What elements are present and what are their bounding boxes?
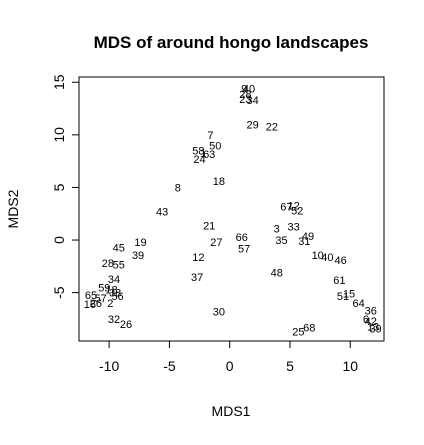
y-tick-label: 10 <box>51 127 67 143</box>
y-tick-label: -5 <box>51 286 67 299</box>
point-label: 26 <box>120 319 132 331</box>
x-axis-label: MDS1 <box>212 403 251 419</box>
point-label: 65 <box>85 290 97 302</box>
point-label: 13 <box>367 321 379 333</box>
x-tick-label: 0 <box>226 358 234 374</box>
point-label: 63 <box>203 149 215 161</box>
point-label: 34 <box>108 274 120 286</box>
point-label: 6 <box>363 314 369 326</box>
point-label: 39 <box>369 323 381 335</box>
point-label: 45 <box>113 242 125 254</box>
point-label: 34 <box>246 95 258 107</box>
point-label: 46 <box>334 255 346 267</box>
point-label: 61 <box>333 275 345 287</box>
point-label: 39 <box>132 250 144 262</box>
point-label: 18 <box>213 176 225 188</box>
point-label: 67 <box>280 201 292 213</box>
y-tick-label: 15 <box>51 74 67 90</box>
y-tick-label: 5 <box>51 183 67 191</box>
point-label: 27 <box>210 237 222 249</box>
point-label: 18 <box>105 285 117 297</box>
point-label: 12 <box>287 200 299 212</box>
point-label: 37 <box>191 272 203 284</box>
x-axis: -10 -5 0 5 10 <box>99 340 358 374</box>
x-tick-label: 10 <box>342 358 358 374</box>
point-label: 42 <box>365 316 377 328</box>
point-label: 22 <box>266 121 278 133</box>
point-label: 8 <box>175 182 181 194</box>
point-label: 48 <box>271 268 283 280</box>
point-label: 9 <box>241 84 247 96</box>
point-label: 55 <box>113 259 125 271</box>
y-tick-label: 0 <box>51 236 67 244</box>
point-label: 23 <box>239 94 251 106</box>
point-label: 10 <box>312 250 324 262</box>
point-label: 50 <box>209 140 221 152</box>
point-label: 56 <box>111 291 123 303</box>
y-axis: -5 0 5 10 15 <box>51 74 80 299</box>
point-label: 31 <box>298 236 310 248</box>
point-label: 57 <box>95 293 107 305</box>
point-label: 24 <box>193 154 205 166</box>
point-label: 66 <box>236 232 248 244</box>
point-label: 1 <box>200 148 206 160</box>
point-label: 49 <box>302 231 314 243</box>
point-label: 3 <box>274 224 280 236</box>
point-label: 38 <box>109 288 121 300</box>
point-label: 35 <box>275 235 287 247</box>
x-tick-label: -5 <box>163 358 176 374</box>
point-label: 43 <box>156 207 168 219</box>
point-label: 21 <box>203 220 215 232</box>
y-axis-label: MDS2 <box>5 189 21 228</box>
point-label: 40 <box>243 84 255 96</box>
point-label: 15 <box>343 289 355 301</box>
point-label: 26 <box>90 298 102 310</box>
point-label: 57 <box>238 243 250 255</box>
point-label: 64 <box>353 298 365 310</box>
point-label: 16 <box>84 299 96 311</box>
chart-title: MDS of around hongo landscapes <box>94 33 369 52</box>
x-tick-label: 5 <box>286 358 294 374</box>
point-label: 58 <box>192 146 204 158</box>
point-label: 25 <box>292 327 304 339</box>
point-label: 2 <box>107 298 113 310</box>
point-label: 51 <box>337 291 349 303</box>
point-label: 52 <box>291 206 303 218</box>
point-label: 7 <box>207 130 213 142</box>
point-label: 59 <box>98 282 110 294</box>
point-label: 30 <box>213 307 225 319</box>
point-label: 68 <box>303 322 315 334</box>
point-label: 33 <box>287 221 299 233</box>
point-label: 19 <box>134 237 146 249</box>
point-label: 29 <box>246 119 258 131</box>
point-label: 12 <box>192 252 204 264</box>
point-label: 32 <box>108 314 120 326</box>
point-label: 28 <box>102 258 114 270</box>
point-label: 40 <box>321 252 333 264</box>
point-label: 28 <box>239 89 251 101</box>
point-label: 36 <box>365 306 377 318</box>
x-tick-label: -10 <box>99 358 119 374</box>
